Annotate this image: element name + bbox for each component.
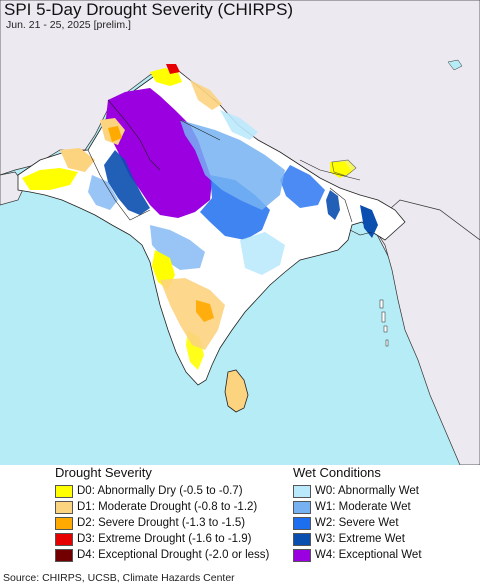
- w1-region-west: [88, 175, 118, 210]
- legend-item-w2: W2: Severe Wet: [293, 516, 399, 530]
- w2-region-central: [200, 175, 270, 240]
- legend-label: W1: Moderate Wet: [315, 501, 411, 513]
- andaman-islands: [379, 299, 389, 347]
- w4-region-north: [106, 88, 212, 218]
- source-credit: Source: CHIRPS, UCSB, Climate Hazards Ce…: [3, 572, 235, 584]
- d1-region-himalaya: [190, 80, 222, 110]
- w3-region-west: [104, 150, 150, 215]
- legend-item-d2: D2: Severe Drought (-1.3 to -1.5): [55, 516, 245, 530]
- map-title: SPI 5-Day Drought Severity (CHIRPS): [4, 0, 294, 19]
- w0-region-east: [240, 232, 285, 275]
- d3-region-north: [166, 64, 180, 74]
- legend-label: D2: Severe Drought (-1.3 to -1.5): [77, 517, 246, 529]
- w1-region-gangetic: [180, 120, 285, 210]
- d2-region-northwest: [108, 126, 122, 142]
- legend-item-d0: D0: Abnormally Dry (-0.5 to -0.7): [55, 484, 243, 498]
- legend-item-w0: W0: Abnormally Wet: [293, 484, 419, 498]
- d1-region-peninsula: [160, 278, 225, 350]
- lake: [447, 59, 463, 71]
- swatch-d4: [55, 548, 73, 562]
- map-subtitle: Jun. 21 - 25, 2025 [prelim.]: [6, 19, 131, 31]
- d0-region-west-coast: [22, 168, 78, 190]
- legend: Drought Severity Wet Conditions D0: Abno…: [0, 465, 480, 569]
- swatch-d1: [55, 500, 73, 514]
- swatch-d3: [55, 532, 73, 546]
- southeast-asia-land: [371, 199, 480, 465]
- sri-lanka: [224, 369, 249, 413]
- swatch-w4: [293, 548, 311, 562]
- w0-region-hills: [220, 110, 258, 140]
- swatch-w1: [293, 500, 311, 514]
- swatch-d0: [55, 484, 73, 498]
- legend-label: D0: Abnormally Dry (-0.5 to -0.7): [77, 485, 243, 497]
- legend-item-w4: W4: Exceptional Wet: [293, 548, 422, 562]
- legend-label: W0: Abnormally Wet: [315, 485, 419, 497]
- w3-region-east: [326, 190, 340, 220]
- drought-map: [0, 0, 480, 465]
- legend-label: W4: Exceptional Wet: [315, 549, 422, 561]
- w2-region-northeast: [280, 165, 325, 208]
- legend-item-d1: D1: Moderate Drought (-0.8 to -1.2): [55, 500, 257, 514]
- legend-item-w1: W1: Moderate Wet: [293, 500, 411, 514]
- swatch-w2: [293, 516, 311, 530]
- swatch-w0: [293, 484, 311, 498]
- legend-label: W2: Severe Wet: [315, 517, 399, 529]
- legend-item-d3: D3: Extreme Drought (-1.6 to -1.9): [55, 532, 251, 546]
- legend-label: D3: Extreme Drought (-1.6 to -1.9): [77, 533, 252, 545]
- legend-item-w3: W3: Extreme Wet: [293, 532, 405, 546]
- bhutan-outline: [331, 159, 357, 177]
- drought-legend-heading: Drought Severity: [55, 465, 152, 480]
- d2-region-south: [196, 300, 214, 322]
- country-borders: [87, 99, 373, 236]
- wet-legend-heading: Wet Conditions: [293, 465, 381, 480]
- w1-region-south: [150, 225, 205, 270]
- d1-region-west: [60, 148, 95, 172]
- legend-item-d4: D4: Exceptional Drought (-2.0 or less): [55, 548, 269, 562]
- legend-label: W3: Extreme Wet: [315, 533, 405, 545]
- legend-label: D1: Moderate Drought (-0.8 to -1.2): [77, 501, 258, 513]
- w3-region-bengal: [360, 205, 378, 238]
- swatch-w3: [293, 532, 311, 546]
- legend-label: D4: Exceptional Drought (-2.0 or less): [77, 549, 270, 561]
- swatch-d2: [55, 516, 73, 530]
